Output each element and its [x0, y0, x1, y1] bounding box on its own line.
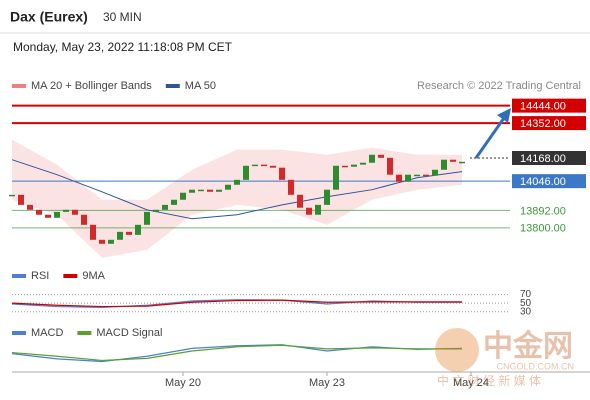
level-box: [512, 98, 586, 113]
level-label: 13892.00: [520, 205, 566, 217]
candle: [234, 179, 240, 185]
candle: [450, 159, 456, 162]
level-label: 14444.00: [520, 101, 566, 113]
indicator-line: [11, 299, 462, 308]
legend-label: MACD Signal: [96, 327, 162, 339]
timestamp: Monday, May 23, 2022 11:18:08 PM CET: [13, 40, 233, 54]
candle: [45, 214, 51, 218]
legend-label: MA 50: [185, 80, 216, 92]
candle: [162, 204, 168, 210]
candle: [261, 164, 267, 167]
candle: [243, 165, 249, 180]
candle: [324, 189, 330, 205]
candle: [207, 189, 213, 192]
interval: 30 MIN: [103, 10, 142, 24]
candle: [270, 165, 276, 168]
candle: [387, 157, 393, 175]
watermark-site: CNGOLD.COM.CN: [496, 361, 574, 371]
level-label: 14352.00: [520, 118, 566, 130]
candle: [135, 224, 141, 235]
candle: [297, 194, 303, 208]
watermark: 中金网 CNGOLD.COM.CN 中 文 财 经 新 媒 体: [435, 328, 574, 388]
ma50-line: [11, 159, 463, 220]
candle: [396, 174, 402, 182]
legend-swatch: [12, 274, 26, 278]
candle: [171, 199, 177, 205]
candle: [315, 204, 321, 215]
level-box: [512, 116, 586, 131]
candle: [369, 154, 375, 163]
watermark-name: 中金网: [483, 329, 573, 363]
candle: [189, 189, 195, 193]
legend-label: MACD: [31, 327, 63, 339]
candle: [405, 174, 411, 182]
level-label: 14168.00: [520, 153, 566, 165]
level-label: 14046.00: [520, 176, 566, 188]
candle: [153, 209, 159, 212]
candle: [198, 189, 204, 192]
candle: [306, 207, 312, 215]
candle: [459, 161, 465, 164]
candle: [36, 209, 42, 215]
x-tick-label: May 20: [165, 377, 201, 389]
legend-swatch: [165, 84, 180, 88]
legend-swatch: [63, 274, 78, 278]
candle: [72, 209, 78, 215]
candle: [126, 231, 132, 235]
candle: [225, 184, 231, 190]
candle: [216, 189, 222, 192]
y-tick-label: 70: [520, 289, 532, 300]
candle: [99, 239, 105, 244]
projection-arrow: [474, 117, 506, 159]
candle: [144, 211, 150, 225]
x-tick-label: May 23: [309, 377, 345, 389]
candle: [18, 194, 24, 205]
legend-label: MA 20 + Bollinger Bands: [31, 80, 152, 92]
legend-swatch: [12, 84, 26, 88]
y-tick-label: 30: [520, 306, 532, 317]
candle: [423, 174, 429, 177]
watermark-logo: [435, 328, 479, 372]
level-box: [512, 151, 586, 166]
candle: [378, 154, 384, 158]
level-label: 13800.00: [520, 223, 566, 235]
legend-swatch: [12, 331, 26, 335]
title: Dax (Eurex): [10, 9, 88, 25]
candle: [441, 159, 447, 170]
watermark-tagline: 中 文 财 经 新 媒 体: [437, 373, 541, 388]
indicator-line: [11, 344, 462, 362]
candle: [414, 174, 420, 177]
level-box: [512, 174, 586, 189]
candle: [81, 214, 87, 225]
candle: [360, 162, 366, 165]
candle: [180, 192, 186, 200]
candle: [351, 164, 357, 167]
candle: [252, 164, 258, 167]
bollinger-band: [12, 139, 462, 258]
candle: [9, 194, 15, 197]
candle: [117, 231, 123, 240]
candle: [279, 167, 285, 180]
y-tick-label: 50: [520, 298, 532, 309]
candle: [342, 165, 348, 168]
candle: [63, 209, 69, 212]
candle: [432, 169, 438, 176]
candle: [54, 211, 60, 218]
x-tick-label: May 24: [453, 377, 489, 389]
candle: [333, 165, 339, 190]
legend-label: 9MA: [82, 270, 105, 282]
candle: [90, 224, 96, 240]
candle: [108, 239, 114, 244]
candle: [288, 179, 294, 195]
source: Research © 2022 Trading Central: [417, 80, 581, 92]
projection-arrowhead: [497, 108, 511, 123]
candle: [27, 204, 33, 210]
legend-swatch: [77, 331, 92, 335]
legend-label: RSI: [31, 270, 49, 282]
